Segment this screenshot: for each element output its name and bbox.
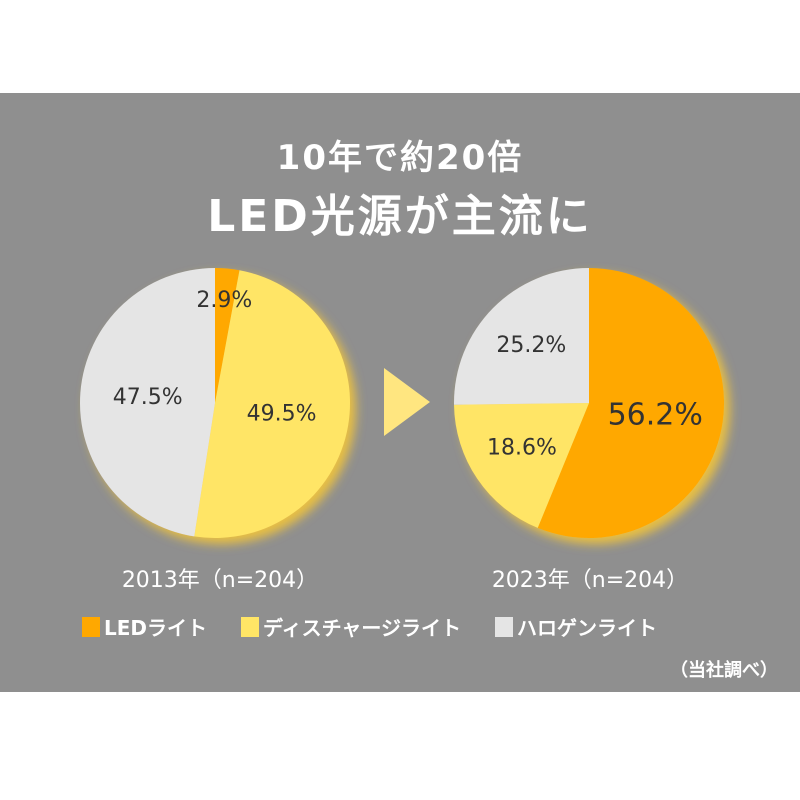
legend-label: ハロゲンライト (517, 616, 658, 640)
legend-swatch-led (82, 616, 100, 637)
title-line1: 10年で約20倍 (276, 138, 524, 178)
pie-slice (215, 268, 240, 403)
arrow-icon (384, 368, 430, 436)
legend-label: LEDライト (104, 616, 208, 640)
pie-slice (537, 268, 724, 538)
legend-swatch-halogen (495, 616, 514, 637)
data-label: 47.5% (113, 385, 183, 410)
data-label: 56.2% (608, 398, 703, 433)
pie-slice (454, 268, 589, 405)
pie-2013-title: 2013年（n=204） (121, 568, 319, 593)
legend-led: LEDライト (82, 612, 207, 641)
pie-0 (79, 268, 351, 539)
legend-label: ディスチャージライト (263, 616, 462, 640)
title-line2: LED光源が主流に (207, 191, 593, 242)
legend-swatch-discharge (241, 616, 260, 637)
pie-slice (79, 268, 215, 537)
legend-halogen: ハロゲンライト (495, 612, 657, 641)
pie-1 (454, 268, 724, 538)
source-note: （当社調べ） (670, 660, 778, 681)
data-label: 18.6% (487, 436, 557, 461)
legend: LEDライト ディスチャージライト ハロゲンライト (82, 612, 657, 641)
data-label: 49.5% (247, 401, 317, 426)
data-label: 25.2% (496, 333, 566, 358)
pie-slice (454, 403, 589, 528)
data-label: 2.9% (196, 288, 252, 313)
pie-slice (194, 270, 351, 539)
legend-discharge: ディスチャージライト (241, 612, 461, 641)
pie-2023-title: 2023年（n=204） (491, 568, 689, 593)
